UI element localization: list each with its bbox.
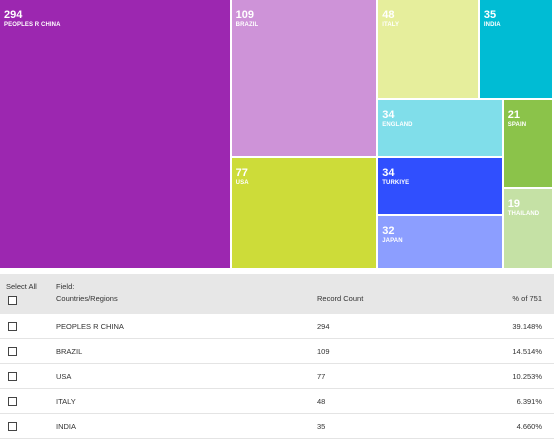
treemap-tile-england[interactable]: 34 ENGLAND xyxy=(378,100,502,157)
row-count: 294 xyxy=(317,322,330,331)
row-percent: 14.514% xyxy=(512,347,542,356)
treemap-tile-peoples-r-china[interactable]: 294 PEOPLES R CHINA xyxy=(0,0,230,268)
tile-label: SPAIN xyxy=(507,122,527,129)
tile-label: JAPAN xyxy=(382,237,403,244)
select-all-checkbox[interactable] xyxy=(8,296,17,305)
row-checkbox[interactable] xyxy=(8,347,17,356)
row-country: USA xyxy=(56,372,72,381)
results-table: Select All Field: Countries/Regions Reco… xyxy=(0,274,554,439)
treemap-tile-usa[interactable]: 77 USA xyxy=(231,158,377,268)
row-percent: 6.391% xyxy=(516,397,542,406)
tile-value: 34 xyxy=(382,109,395,122)
table-row: PEOPLES R CHINA 294 39.148% xyxy=(0,314,554,339)
tile-label: THAILAND xyxy=(507,211,540,218)
row-percent: 10.253% xyxy=(512,372,542,381)
row-checkbox[interactable] xyxy=(8,397,17,406)
field-label: Field: xyxy=(56,282,75,291)
tile-label: USA xyxy=(235,180,249,187)
row-checkbox[interactable] xyxy=(8,422,17,431)
tile-value: 77 xyxy=(235,167,248,180)
treemap-tile-italy[interactable]: 48 ITALY xyxy=(378,0,478,99)
percent-header: % of 751 xyxy=(512,294,542,303)
table-body: PEOPLES R CHINA 294 39.148% BRAZIL 109 1… xyxy=(0,314,554,439)
tile-label: TURKIYE xyxy=(382,180,410,187)
field-name: Countries/Regions xyxy=(56,294,118,303)
row-percent: 4.660% xyxy=(516,422,542,431)
tile-label: ITALY xyxy=(382,22,400,28)
row-count: 109 xyxy=(317,347,330,356)
treemap-tile-brazil[interactable]: 109 BRAZIL xyxy=(231,0,377,157)
tile-label: PEOPLES R CHINA xyxy=(4,22,61,28)
row-count: 35 xyxy=(317,422,326,431)
row-count: 77 xyxy=(317,372,326,381)
tile-value: 32 xyxy=(382,224,395,237)
tile-value: 48 xyxy=(382,9,395,21)
select-all-label: Select All xyxy=(6,282,37,291)
tile-value: 21 xyxy=(507,109,521,122)
table-row: ITALY 48 6.391% xyxy=(0,389,554,414)
tile-label: ENGLAND xyxy=(382,122,413,129)
treemap-tile-thailand[interactable]: 19 THAILAND xyxy=(503,189,552,268)
row-checkbox[interactable] xyxy=(8,322,17,331)
table-header: Select All Field: Countries/Regions Reco… xyxy=(0,274,554,314)
tile-label: INDIA xyxy=(483,22,501,28)
treemap-tile-turkiye[interactable]: 34 TURKIYE xyxy=(378,158,502,214)
row-country: BRAZIL xyxy=(56,347,83,356)
row-count: 48 xyxy=(317,397,326,406)
table-row: BRAZIL 109 14.514% xyxy=(0,339,554,364)
treemap-tile-india[interactable]: 35 INDIA xyxy=(479,0,552,99)
tile-value: 109 xyxy=(235,9,255,21)
treemap-tile-spain[interactable]: 21 SPAIN xyxy=(503,100,552,188)
tile-value: 35 xyxy=(483,9,497,21)
row-checkbox[interactable] xyxy=(8,372,17,381)
tile-value: 34 xyxy=(382,167,395,180)
table-row: USA 77 10.253% xyxy=(0,364,554,389)
tile-value: 294 xyxy=(4,9,23,21)
row-country: ITALY xyxy=(56,397,76,406)
tile-label: BRAZIL xyxy=(235,22,259,28)
row-percent: 39.148% xyxy=(512,322,542,331)
row-country: INDIA xyxy=(56,422,77,431)
treemap-tile-japan[interactable]: 32 JAPAN xyxy=(378,215,502,268)
tile-value: 19 xyxy=(507,198,521,211)
table-row: INDIA 35 4.660% xyxy=(0,414,554,439)
record-count-header: Record Count xyxy=(317,294,364,303)
row-country: PEOPLES R CHINA xyxy=(56,322,124,331)
treemap-chart: 294 PEOPLES R CHINA 109 BRAZIL 77 USA 48 ITALY 3… xyxy=(0,0,552,268)
